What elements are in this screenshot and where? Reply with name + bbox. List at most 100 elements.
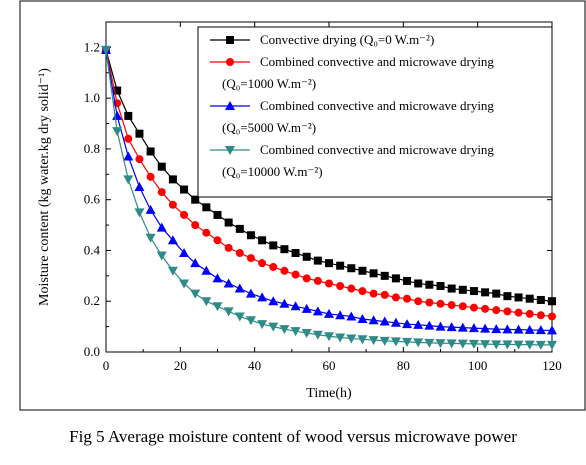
legend-label: (Q₀=5000 W.m⁻²) xyxy=(222,120,316,135)
data-point xyxy=(535,340,546,350)
data-point xyxy=(435,321,446,331)
data-point xyxy=(502,324,513,334)
data-point xyxy=(391,293,400,302)
data-point xyxy=(524,324,535,334)
data-point xyxy=(258,259,267,268)
data-point xyxy=(492,306,501,315)
data-point xyxy=(424,320,435,330)
data-point xyxy=(380,290,389,299)
series-1 xyxy=(102,45,556,306)
x-tick-label: 100 xyxy=(468,358,488,373)
data-point xyxy=(390,337,401,347)
y-tick-label: 0.2 xyxy=(84,293,100,308)
x-tick-label: 60 xyxy=(323,358,336,373)
y-tick-label: 0.4 xyxy=(84,242,101,257)
data-point xyxy=(257,320,268,330)
data-point xyxy=(269,241,278,250)
data-point xyxy=(235,249,244,257)
data-point xyxy=(492,289,501,298)
data-point xyxy=(536,295,545,304)
data-point xyxy=(335,310,346,320)
data-point xyxy=(313,256,322,265)
data-point xyxy=(145,233,156,243)
data-point xyxy=(213,210,222,219)
data-point xyxy=(290,327,301,337)
data-point xyxy=(514,308,523,317)
data-point xyxy=(201,297,212,307)
legend-label: Combined convective and microwave drying xyxy=(260,54,494,69)
data-point xyxy=(279,325,290,335)
y-tick-label: 1.2 xyxy=(84,39,100,54)
data-point xyxy=(302,274,311,283)
legend-marker xyxy=(226,36,234,44)
figure-caption: Fig 5 Average moisture content of wood v… xyxy=(69,427,517,446)
data-point xyxy=(179,279,190,289)
y-tick-label: 0.8 xyxy=(84,141,100,156)
data-point xyxy=(234,283,245,293)
data-point xyxy=(123,175,134,185)
legend-marker xyxy=(226,58,234,66)
data-point xyxy=(146,172,155,181)
data-point xyxy=(390,317,401,327)
data-point xyxy=(179,248,190,257)
data-point xyxy=(446,339,457,349)
data-point xyxy=(302,252,311,261)
data-point xyxy=(202,228,211,237)
data-point xyxy=(224,243,233,252)
data-point xyxy=(246,231,255,240)
data-point xyxy=(124,111,133,120)
data-point xyxy=(245,316,256,326)
data-point xyxy=(101,45,111,55)
data-point xyxy=(157,162,166,171)
data-point xyxy=(425,280,434,289)
legend-label: (Q₀=10000 W.m⁻²) xyxy=(222,164,323,179)
data-point xyxy=(324,308,334,318)
data-point xyxy=(234,312,245,322)
data-point xyxy=(403,294,412,303)
data-point xyxy=(369,289,378,298)
legend-label: Convective drying (Q₀=0 W.m⁻²) xyxy=(260,32,434,47)
data-point xyxy=(279,298,290,308)
data-point xyxy=(424,338,435,348)
data-point xyxy=(458,285,467,294)
x-axis-label: Time(h) xyxy=(306,386,352,401)
data-point xyxy=(357,335,368,345)
data-point xyxy=(223,307,234,317)
data-point xyxy=(481,304,490,313)
data-point xyxy=(168,175,177,184)
data-point xyxy=(135,155,144,164)
data-point xyxy=(291,270,300,279)
data-point xyxy=(358,287,367,296)
data-point xyxy=(268,296,279,306)
data-point xyxy=(168,200,177,209)
data-point xyxy=(403,276,412,285)
data-point xyxy=(135,129,144,138)
data-point xyxy=(124,134,133,143)
data-point xyxy=(235,224,244,233)
data-point xyxy=(379,316,390,326)
data-point xyxy=(402,319,413,329)
data-point xyxy=(258,236,267,245)
data-point xyxy=(212,273,223,283)
data-point xyxy=(447,284,456,293)
data-point xyxy=(369,269,378,278)
data-point xyxy=(413,319,424,329)
legend-label: Combined convective and microwave drying xyxy=(260,98,494,113)
data-point xyxy=(313,276,322,285)
data-point xyxy=(346,311,357,321)
data-point xyxy=(347,264,356,273)
data-point xyxy=(502,340,513,350)
data-point xyxy=(413,338,424,348)
x-tick-label: 20 xyxy=(174,358,187,373)
data-point xyxy=(525,309,534,318)
x-tick-label: 40 xyxy=(248,358,261,373)
data-point xyxy=(368,336,379,346)
data-point xyxy=(123,151,134,161)
data-point xyxy=(290,301,301,311)
series-layer xyxy=(101,44,557,350)
data-point xyxy=(269,262,278,271)
legend-item-4: Combined convective and microwave drying… xyxy=(210,142,494,179)
legend-item-1: Convective drying (Q₀=0 W.m⁻²) xyxy=(210,32,434,47)
data-point xyxy=(368,315,379,325)
data-point xyxy=(358,266,367,275)
